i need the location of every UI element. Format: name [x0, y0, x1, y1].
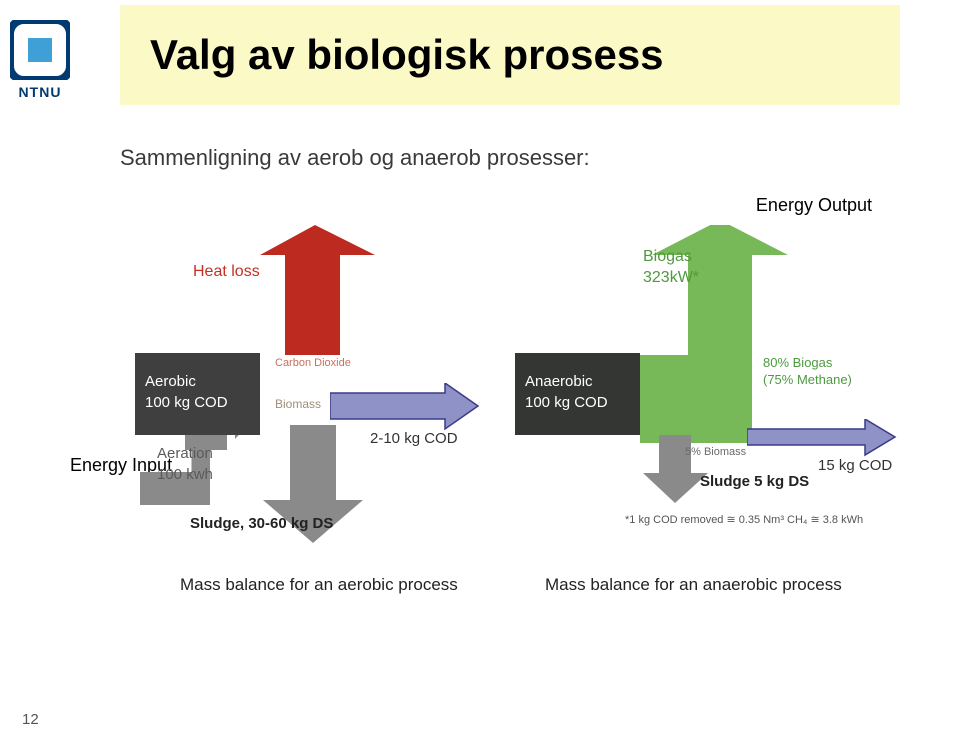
anaerobic-process: Biogas 323kW* 80% Biogas (75% Methane) A…	[515, 225, 895, 565]
heat-loss-label: Heat loss	[193, 263, 260, 281]
biogas-label: Biogas 323kW*	[643, 247, 699, 289]
aerobic-block-l1: Aerobic	[145, 371, 260, 392]
aeration-label: Aeration 100 kwh	[157, 443, 213, 485]
comparison-diagram: Energy Output Energy Input Heat loss	[70, 195, 900, 615]
aeration-l1: Aeration	[157, 443, 213, 464]
conversion-note: *1 kg COD removed ≅ 0.35 Nm³ CH₄ ≅ 3.8 k…	[625, 513, 863, 526]
biogas-l2: 323kW*	[643, 268, 699, 289]
anaerobic-block-l1: Anaerobic	[525, 371, 640, 392]
aerobic-block-l2: 100 kg COD	[145, 392, 260, 413]
aeration-l2: 100 kwh	[157, 464, 213, 485]
ntnu-logo: NTNU	[10, 20, 70, 100]
page-number: 12	[22, 711, 39, 728]
co2-label: Carbon Dioxide	[275, 357, 351, 369]
ntnu-text: NTNU	[10, 84, 70, 100]
biogas-d2: (75% Methane)	[763, 372, 852, 389]
aerobic-caption: Mass balance for an aerobic process	[180, 575, 458, 595]
biomass-arrow-an	[747, 419, 897, 459]
cod-out-label-an: 15 kg COD	[818, 457, 892, 474]
sludge-label: Sludge, 30-60 kg DS	[190, 515, 333, 532]
biomass-detail-an: 5% Biomass	[685, 446, 746, 458]
biomass-inner-label: Biomass	[275, 397, 321, 411]
biogas-l1: Biogas	[643, 247, 699, 268]
anaerobic-block: Anaerobic 100 kg COD	[515, 353, 640, 435]
biogas-detail: 80% Biogas (75% Methane)	[763, 355, 852, 389]
title-box: Valg av biologisk prosess	[120, 5, 900, 105]
anaerobic-caption: Mass balance for an anaerobic process	[545, 575, 842, 595]
energy-output-label: Energy Output	[756, 195, 872, 216]
anaerobic-block-l2: 100 kg COD	[525, 392, 640, 413]
aerobic-process: Heat loss Aerobic 100 kg COD	[135, 225, 505, 565]
subtitle: Sammenligning av aerob og anaerob proses…	[120, 145, 590, 171]
heat-loss-arrow	[260, 225, 380, 355]
sludge-label-an: Sludge 5 kg DS	[700, 473, 809, 490]
page-title: Valg av biologisk prosess	[150, 31, 664, 79]
biomass-arrow	[330, 383, 480, 433]
aerobic-block: Aerobic 100 kg COD	[135, 353, 260, 435]
biogas-d1: 80% Biogas	[763, 355, 852, 372]
cod-out-label: 2-10 kg COD	[370, 430, 458, 447]
